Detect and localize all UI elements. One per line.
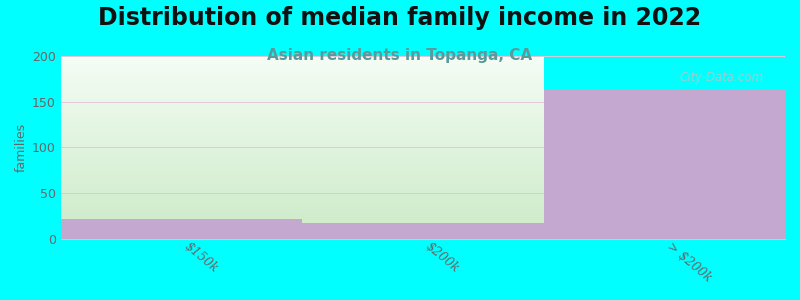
Bar bbox=[61, 219, 302, 239]
Text: Distribution of median family income in 2022: Distribution of median family income in … bbox=[98, 6, 702, 30]
Text: Asian residents in Topanga, CA: Asian residents in Topanga, CA bbox=[267, 48, 533, 63]
Bar bbox=[302, 223, 544, 239]
Y-axis label: families: families bbox=[15, 123, 28, 172]
Bar bbox=[544, 90, 785, 239]
Text: City-Data.com: City-Data.com bbox=[679, 70, 763, 84]
